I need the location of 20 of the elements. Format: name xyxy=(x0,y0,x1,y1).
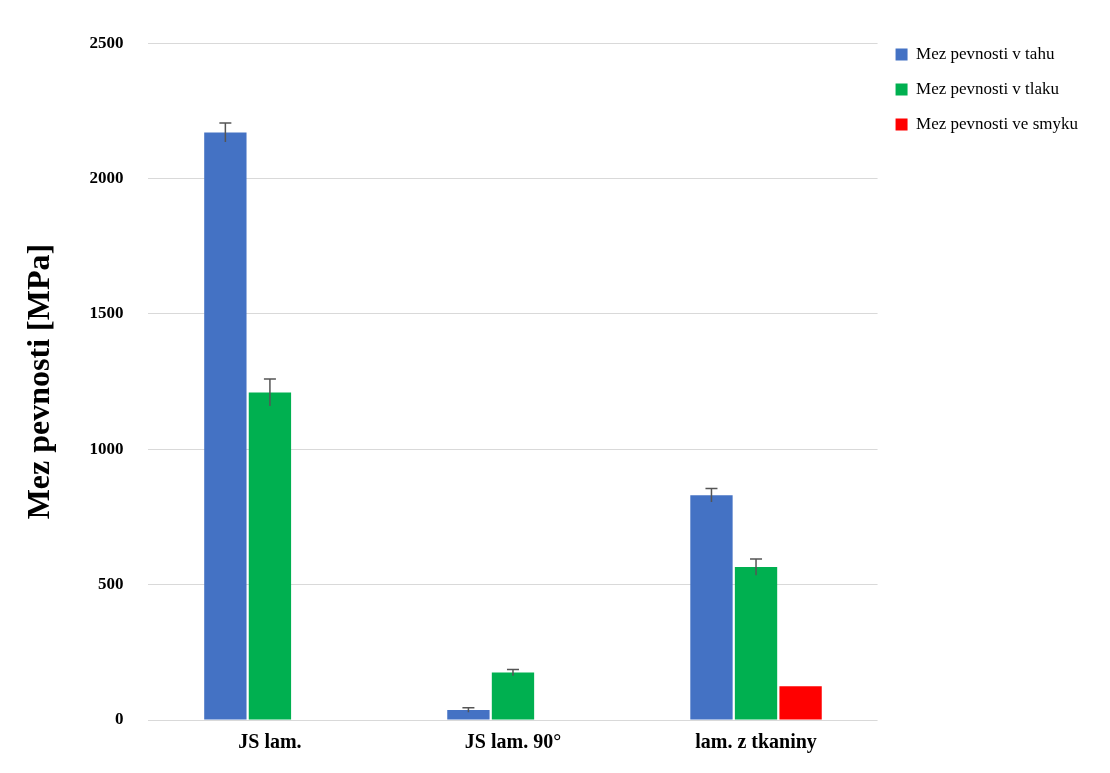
x-tick-label: JS lam. xyxy=(238,730,302,753)
bar xyxy=(779,686,822,720)
bar xyxy=(491,672,535,720)
bar xyxy=(204,132,247,720)
y-tick-label: 2000 xyxy=(89,167,124,187)
y-tick-label: 0 xyxy=(114,709,124,729)
legend-label: Mez pevnosti ve smyku xyxy=(916,113,1079,133)
y-tick-label: 1000 xyxy=(89,438,124,458)
bar xyxy=(248,392,292,720)
y-tick-label: 500 xyxy=(97,574,124,594)
y-axis-title: Mez pevnosti [MPa] xyxy=(20,243,57,520)
bar xyxy=(690,495,733,720)
x-tick-label: JS lam. 90° xyxy=(464,730,562,753)
bar xyxy=(447,709,490,720)
legend-label: Mez pevnosti v tlaku xyxy=(916,78,1060,98)
bar xyxy=(734,567,778,720)
x-tick-label: lam. z tkaniny xyxy=(695,730,817,754)
y-tick-label: 1500 xyxy=(89,303,124,323)
y-tick-label: 2500 xyxy=(89,32,124,52)
legend-label: Mez pevnosti v tahu xyxy=(916,43,1055,63)
